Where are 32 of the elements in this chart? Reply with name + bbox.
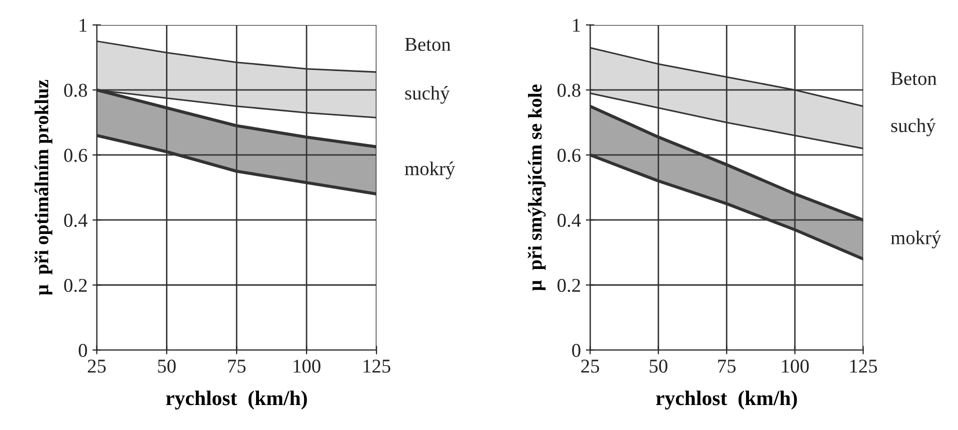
y-tick-label: 0.6 — [64, 148, 88, 162]
x-tick-label: 100 — [294, 360, 320, 373]
x-tick-label: 100 — [782, 360, 809, 373]
y-tick-label: 0.2 — [64, 278, 87, 292]
x-axis-title: rychlost (km/h) — [166, 390, 307, 410]
x-tick-label: 75 — [228, 360, 246, 373]
y-axis-title: μ při smýkajícím se kole — [528, 84, 546, 291]
y-axis-title: μ při optimálním prokluz — [34, 80, 52, 296]
y-tick-label: 0.8 — [64, 84, 87, 97]
y-tick-label: 1 — [80, 18, 87, 32]
y-tick-label: 1 — [573, 18, 580, 32]
y-tick-label: 0 — [572, 344, 580, 357]
x-tick-label: 125 — [850, 360, 877, 373]
x-tick-label: 25 — [581, 360, 600, 373]
x-tick-label: 75 — [718, 360, 736, 373]
series-label: mokrý — [404, 162, 456, 180]
y-tick-label: 0.8 — [558, 84, 580, 97]
series-label: suchý — [405, 86, 450, 104]
x-tick-label: 50 — [158, 360, 176, 373]
text: Beton — [405, 38, 451, 51]
series-label: mokrý — [890, 230, 942, 248]
y-tick-label: 0.2 — [558, 278, 580, 292]
x-tick-label: 25 — [88, 360, 106, 373]
y-tick-label: 0.4 — [558, 214, 581, 228]
x-axis-title: rychlost (km/h) — [656, 390, 797, 410]
series-label: suchý — [891, 118, 936, 136]
text: Beton — [891, 72, 937, 86]
y-tick-label: 0.4 — [64, 214, 88, 228]
y-tick-label: 0 — [78, 344, 87, 357]
y-tick-label: 0.6 — [558, 148, 581, 162]
x-tick-label: 50 — [650, 360, 668, 373]
x-tick-label: 125 — [364, 360, 390, 373]
